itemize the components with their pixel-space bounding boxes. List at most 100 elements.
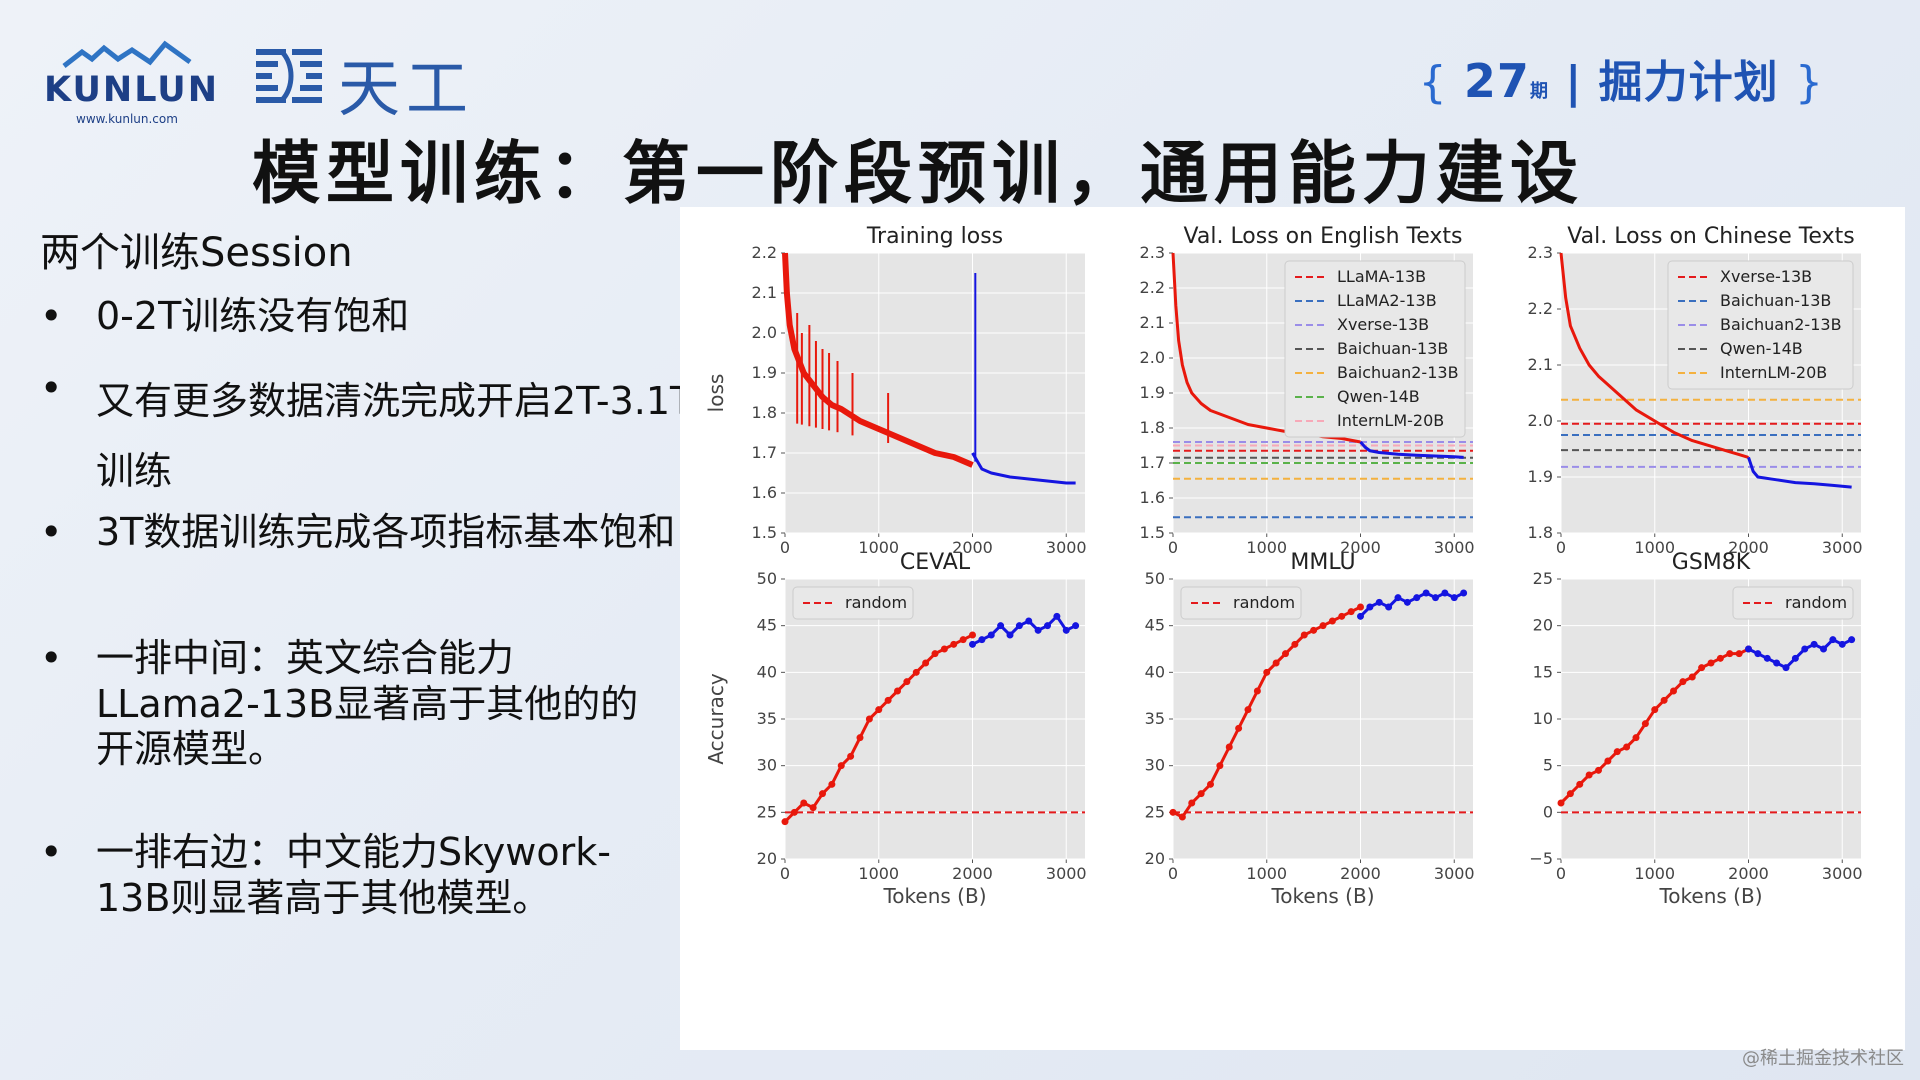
legend: Xverse-13B Baichuan-13B Baichuan2-13B Qwen-… <box>1667 260 1854 390</box>
plot-area <box>785 253 1085 533</box>
data-point <box>1745 645 1752 653</box>
data-point <box>1679 678 1687 686</box>
x-tick-label: 0 <box>780 864 790 883</box>
x-axis-label: Tokens (B) <box>882 884 986 908</box>
y-tick-label: 2.3 <box>1140 243 1165 262</box>
data-point <box>978 636 986 644</box>
y-tick-label: 2.1 <box>752 283 777 302</box>
data-point <box>1791 654 1799 662</box>
data-point <box>837 762 845 770</box>
y-tick-label: 30 <box>757 756 777 775</box>
x-tick-label: 0 <box>1556 864 1566 883</box>
bullet-dot: • <box>40 366 63 410</box>
y-tick-label: 25 <box>757 802 777 821</box>
legend-label: Baichuan-13B <box>1337 339 1448 358</box>
data-point <box>1197 790 1205 798</box>
series-line <box>1559 252 1749 459</box>
y-tick-label: 30 <box>1145 756 1165 775</box>
data-point <box>1225 743 1233 751</box>
data-point <box>1263 668 1271 676</box>
bullet-text: 一排右边：中文能力Skywork-13B则显著高于其他模型。 <box>96 830 611 920</box>
data-point <box>1385 603 1393 611</box>
legend-label: Baichuan-13B <box>1720 291 1831 310</box>
data-point <box>894 687 901 695</box>
x-tick-label: 0 <box>780 538 790 557</box>
data-point <box>1394 594 1402 602</box>
data-point <box>940 645 948 653</box>
chart-title: GSM8K <box>1672 550 1751 575</box>
brand-close: } <box>1795 57 1824 108</box>
data-point <box>1820 645 1827 653</box>
x-tick-label: 1000 <box>1246 864 1287 883</box>
brand-separator: | <box>1565 57 1583 108</box>
legend-label: Baichuan2-13B <box>1337 363 1459 382</box>
legend-box <box>1732 586 1854 620</box>
data-point <box>1422 589 1430 597</box>
series-line <box>1359 441 1464 459</box>
left-text-block: 两个训练Session • 0-2T训练没有饱和 • 又有更多数据清洗完成开启2… <box>40 220 720 920</box>
data-point <box>847 752 855 760</box>
slide-title: 模型训练：第一阶段预训，通用能力建设 <box>252 135 1585 214</box>
data-point <box>1044 622 1051 630</box>
y-tick-label: 50 <box>757 569 777 588</box>
y-tick-label: 1.5 <box>1140 523 1165 542</box>
legend-label: Qwen-14B <box>1720 339 1803 358</box>
x-tick-label: 3000 <box>1434 538 1475 557</box>
x-axis-label: Tokens (B) <box>1658 884 1762 908</box>
data-point <box>1366 603 1374 611</box>
x-tick-label: 2000 <box>1728 864 1769 883</box>
data-point <box>1178 813 1186 821</box>
x-tick-label: 1000 <box>1634 864 1675 883</box>
data-point <box>1169 808 1177 816</box>
legend-label: Xverse-13B <box>1337 315 1429 334</box>
x-tick-label: 1000 <box>1634 538 1675 557</box>
chart-title: Training loss <box>866 224 1003 249</box>
data-point <box>1450 594 1458 602</box>
juejin-brand: { 27期 | 掘力计划 } <box>1419 46 1824 110</box>
data-point <box>997 622 1005 630</box>
legend-label: LLaMA-13B <box>1337 267 1426 286</box>
legend-label: InternLM-20B <box>1720 363 1827 382</box>
data-point <box>1235 724 1243 732</box>
data-point <box>931 650 939 658</box>
chart-4: 0 1000 2000 3000 20 25 30 35 40 45 50 CEVAL Tokens (… <box>704 550 1087 908</box>
bullet-text: 又有更多数据清洗完成开启2T-3.1T训练 <box>96 379 694 494</box>
y-tick-label: 2.3 <box>1528 243 1553 262</box>
data-point <box>1801 645 1809 653</box>
bullet-dot: • <box>40 636 63 680</box>
data-point <box>1053 612 1061 620</box>
y-tick-label: 35 <box>1145 709 1165 728</box>
y-tick-label: 1.7 <box>752 443 777 462</box>
data-point <box>1357 603 1364 611</box>
chart-5: 0 1000 2000 3000 20 25 30 35 40 45 50 MMLU Tokens (B… <box>1145 550 1475 908</box>
kunlun-url: www.kunlun.com <box>76 112 178 126</box>
data-point <box>1291 640 1299 648</box>
data-point <box>1726 650 1734 658</box>
y-tick-label: 2.0 <box>1528 411 1553 430</box>
data-point <box>865 715 873 723</box>
y-tick-label: 35 <box>757 709 777 728</box>
y-axis-label: Accuracy <box>704 673 728 764</box>
x-tick-label: 0 <box>1556 538 1566 557</box>
data-point <box>1338 612 1346 620</box>
legend-label: Baichuan2-13B <box>1720 315 1842 334</box>
legend-label: random <box>1785 593 1847 612</box>
legend-label: random <box>845 593 907 612</box>
y-axis-label: loss <box>704 374 728 413</box>
data-point <box>1754 650 1762 658</box>
y-tick-label: 5 <box>1543 756 1553 775</box>
y-tick-label: 40 <box>1145 662 1165 681</box>
bullet-dot: • <box>40 510 63 554</box>
data-point <box>950 640 958 648</box>
data-point <box>828 780 836 788</box>
series-line <box>1747 456 1852 489</box>
x-tick-label: 2000 <box>1340 864 1381 883</box>
y-tick-label: 2.0 <box>752 323 777 342</box>
data-point <box>1838 640 1846 648</box>
legend: LLaMA-13B LLaMA2-13B Xverse-13B Baichuan-13… <box>1284 260 1466 438</box>
data-point <box>1716 654 1724 662</box>
data-point <box>1670 687 1677 695</box>
legend-label: Xverse-13B <box>1720 267 1812 286</box>
y-tick-label: 2.2 <box>1528 299 1553 318</box>
data-point <box>781 818 789 826</box>
